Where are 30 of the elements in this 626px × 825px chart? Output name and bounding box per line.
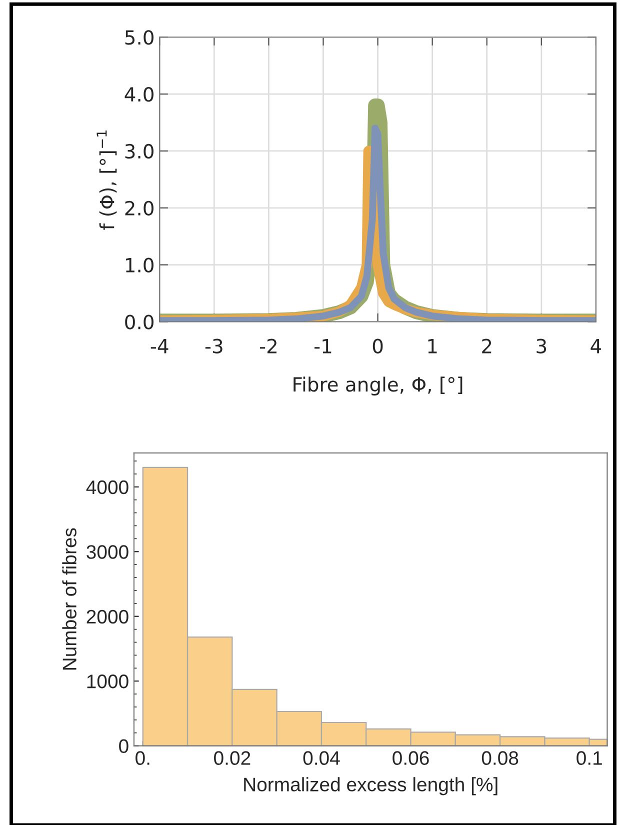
x-tick-label: 4 — [590, 339, 602, 354]
y-tick-label: 0.0 — [125, 314, 154, 330]
y-axis-title: f (Φ), [°]$^{−1}$ — [96, 130, 117, 230]
y-tick-label: 0 — [119, 739, 128, 754]
x-tick-label: -3 — [205, 338, 222, 354]
x-axis-title: Normalized excess length [%] — [244, 777, 498, 796]
x-tick-label: 1 — [428, 339, 437, 354]
x-tick-label: 0.04 — [303, 751, 340, 765]
x-tick-label: -1 — [314, 339, 332, 354]
x-tick-label: 0 — [372, 338, 383, 354]
x-tick-label: 0.06 — [392, 751, 429, 765]
y-tick-label: 3000 — [86, 545, 128, 559]
y-tick-label: 1.0 — [126, 258, 154, 272]
x-tick-label: 0.02 — [214, 751, 250, 765]
y-tick-label: 4.0 — [124, 87, 154, 102]
x-tick-label: 2 — [482, 338, 492, 354]
x-axis-title: Fibre angle, Φ, [°] — [294, 376, 462, 396]
y-tick-label: 3.0 — [125, 144, 154, 159]
x-tick-label: 3 — [536, 338, 546, 354]
y-tick-label: 5.0 — [125, 30, 154, 45]
x-tick-label: -4 — [150, 339, 168, 354]
y-axis-title: Number of fibres — [62, 528, 76, 670]
x-tick-label: -2 — [260, 338, 276, 354]
y-tick-label: 1000 — [87, 674, 128, 688]
y-tick-label: 2000 — [86, 610, 128, 624]
y-tick-label: 2.0 — [125, 200, 154, 216]
x-tick-label: 0. — [136, 751, 150, 765]
y-tick-label: 4000 — [86, 480, 128, 494]
x-tick-label: 0.08 — [482, 751, 518, 765]
x-tick-label: 0.1 — [576, 751, 602, 765]
